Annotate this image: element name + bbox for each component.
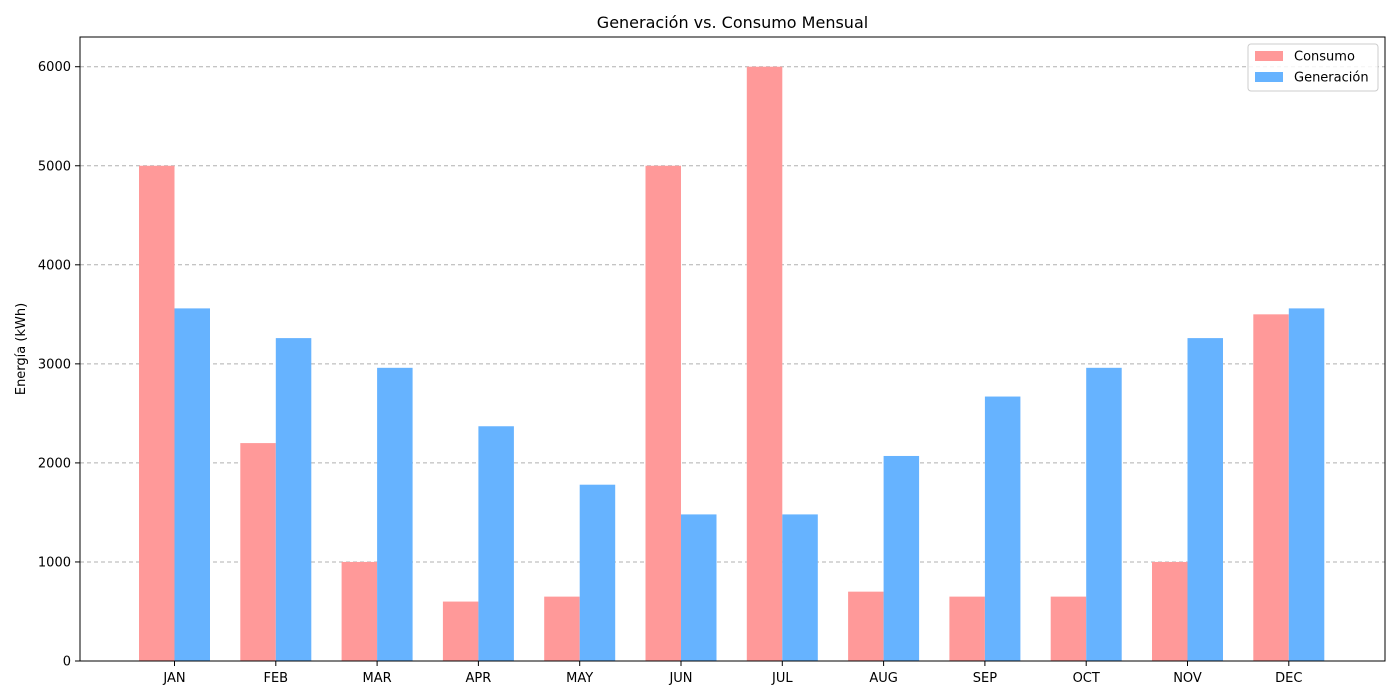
bar-generaci-n-sep <box>984 396 1021 661</box>
legend-swatch-1 <box>1255 72 1283 82</box>
bar-consumo-may <box>544 596 580 661</box>
bar-generaci-n-jul <box>782 514 818 661</box>
bar-consumo-dec <box>1253 314 1289 661</box>
y-tick-label-0: 0 <box>63 655 71 670</box>
legend-label-0: Consumo <box>1294 50 1355 65</box>
bar-consumo-aug <box>848 591 884 661</box>
x-tick-label-jun: JUN <box>668 671 692 686</box>
bar-consumo-apr <box>442 601 479 661</box>
bar-generaci-n-dec <box>1288 308 1325 661</box>
x-tick-label-apr: APR <box>466 671 492 686</box>
legend-label-1: Generación <box>1294 71 1369 86</box>
bar-generaci-n-feb <box>275 338 312 661</box>
bar-generaci-n-jun <box>681 514 717 661</box>
y-tick-label-2: 2000 <box>38 456 71 471</box>
bar-consumo-feb <box>240 443 276 661</box>
y-axis-ticks: 0 1000 2000 3000 4000 5000 6000 <box>38 60 80 670</box>
y-tick-label-4: 4000 <box>38 258 71 273</box>
bar-generaci-n-aug <box>883 455 920 661</box>
y-tick-label-5: 5000 <box>38 159 71 174</box>
x-tick-label-jul: JUL <box>771 671 793 686</box>
x-tick-label-feb: FEB <box>263 671 288 686</box>
x-tick-label-dec: DEC <box>1275 671 1302 686</box>
legend-swatch-0 <box>1255 51 1283 61</box>
bar-generaci-n-nov <box>1187 338 1223 661</box>
y-tick-label-1: 1000 <box>38 555 71 570</box>
bar-consumo-jan <box>139 165 175 661</box>
bar-generaci-n-oct <box>1086 367 1122 661</box>
x-axis-ticks: JAN FEB MAR APR MAY JUN JUL AUG SEP OCT NOV DEC <box>162 661 1302 686</box>
x-tick-label-sep: SEP <box>973 671 997 686</box>
plot-frame <box>79 36 1386 662</box>
x-tick-label-nov: NOV <box>1173 671 1202 686</box>
x-tick-label-jan: JAN <box>162 671 185 686</box>
bar-consumo-nov <box>1152 561 1188 661</box>
bar-consumo-sep <box>949 596 985 661</box>
y-axis-label: Energía (kWh) <box>14 303 29 395</box>
y-tick-label-3: 3000 <box>38 357 71 372</box>
x-tick-label-oct: OCT <box>1073 671 1100 686</box>
y-tick-label-6: 6000 <box>38 60 71 75</box>
legend: Consumo Generación <box>1247 43 1379 92</box>
x-tick-label-may: MAY <box>566 671 593 686</box>
bar-generaci-n-apr <box>478 426 514 661</box>
bar-consumo-oct <box>1050 596 1087 661</box>
chart-title: Generación vs. Consumo Mensual <box>597 13 868 32</box>
bar-generaci-n-jan <box>174 308 210 661</box>
bar-consumo-jun <box>645 165 681 661</box>
bar-generaci-n-may <box>579 484 616 661</box>
bar-generaci-n-mar <box>377 367 413 661</box>
bars <box>139 66 1325 661</box>
x-tick-label-mar: MAR <box>363 671 392 686</box>
bar-consumo-mar <box>341 561 378 661</box>
bar-consumo-jul <box>746 66 783 661</box>
x-tick-label-aug: AUG <box>869 671 897 686</box>
